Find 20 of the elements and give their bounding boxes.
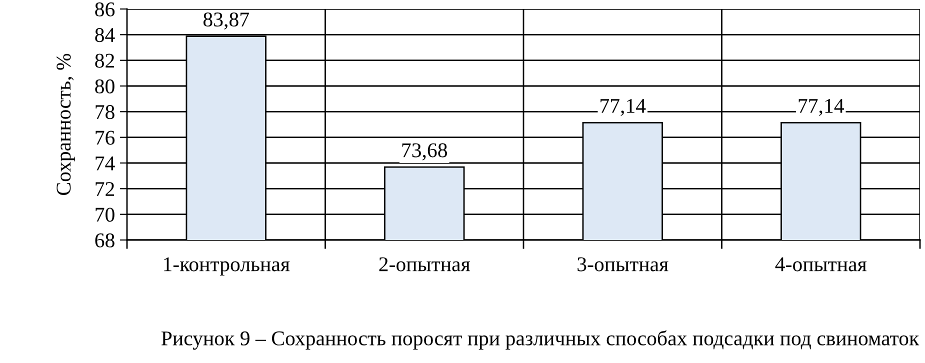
y-tick-label: 86 (95, 2, 115, 16)
data-label: 77,14 (600, 98, 646, 116)
y-tick-label: 74 (96, 156, 115, 170)
y-tick-label: 72 (96, 182, 114, 196)
x-tick-label: 2-опытная (379, 257, 470, 272)
y-axis-title: Сохранность, % (56, 54, 75, 196)
x-tick-label: 4-опытная (775, 257, 866, 272)
y-tick-label: 76 (96, 130, 115, 145)
data-label: 77,14 (798, 98, 844, 116)
data-label: 83,87 (203, 12, 249, 30)
y-tick-label: 70 (96, 208, 114, 222)
y-tick-label: 82 (95, 54, 114, 68)
y-tick-label: 68 (95, 233, 114, 248)
y-tick-label: 84 (95, 28, 115, 42)
y-tick-label: 80 (95, 79, 114, 94)
text: Рисунок 9 – Сохранность поросят при различных способах подсадки под свиноматок (161, 330, 920, 350)
data-label: 73,68 (402, 143, 448, 160)
x-tick-label: 3-опытная (578, 257, 668, 272)
y-tick-label: 78 (96, 105, 114, 120)
x-tick-label: 1-контрольная (164, 257, 290, 276)
